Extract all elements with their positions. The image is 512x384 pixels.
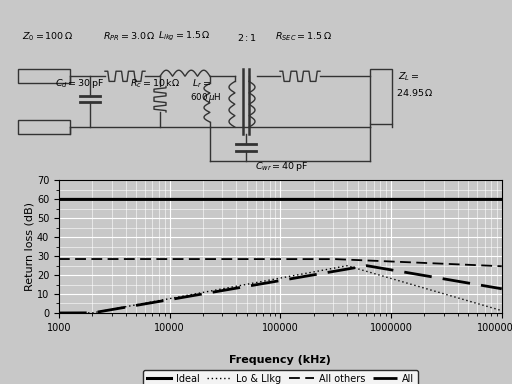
All	[133, 303, 139, 308]
Line: All others: All others	[59, 259, 502, 266]
Ideal	[245, 197, 251, 202]
All others	[56, 257, 62, 262]
Ideal	[442, 197, 449, 202]
Lo & Llkg	[226, 285, 232, 290]
Text: $L_r =$: $L_r =$	[192, 77, 211, 89]
Lo & Llkg	[56, 311, 62, 315]
Lo & Llkg	[245, 282, 251, 286]
All	[499, 286, 505, 291]
Lo & Llkg	[442, 292, 449, 296]
Bar	[18, 120, 70, 134]
Ideal	[106, 197, 113, 202]
Lo & Llkg	[490, 306, 496, 310]
Lo & Llkg	[106, 308, 113, 312]
All	[56, 311, 62, 315]
All others	[490, 263, 496, 268]
Ideal	[499, 197, 505, 202]
Y-axis label: Return loss (dB): Return loss (dB)	[24, 202, 34, 291]
Ideal	[56, 197, 62, 202]
All others	[499, 264, 505, 268]
All others	[442, 262, 449, 266]
Text: $C_{wr} = 40\,\mathrm{pF}$: $C_{wr} = 40\,\mathrm{pF}$	[255, 160, 308, 173]
Ideal	[490, 197, 496, 202]
Lo & Llkg	[133, 303, 139, 307]
Bar	[370, 69, 392, 124]
Legend: Ideal, Lo & Llkg, All others, All: Ideal, Lo & Llkg, All others, All	[143, 370, 418, 384]
Text: $Z_0 = 100\,\Omega$: $Z_0 = 100\,\Omega$	[22, 30, 73, 43]
All	[245, 284, 251, 288]
Text: $24.95\,\Omega$: $24.95\,\Omega$	[396, 87, 434, 98]
All	[442, 277, 449, 281]
All	[106, 308, 113, 312]
Text: $L_{lkg} = 1.5\,\Omega$: $L_{lkg} = 1.5\,\Omega$	[158, 30, 210, 43]
Text: $2:1$: $2:1$	[237, 32, 257, 43]
Text: $600\,\mu\mathrm{H}$: $600\,\mu\mathrm{H}$	[190, 91, 221, 104]
Lo & Llkg	[344, 263, 350, 268]
All others	[133, 257, 139, 262]
Bar	[18, 69, 70, 83]
X-axis label: Frequency (kHz): Frequency (kHz)	[229, 355, 331, 365]
All others	[245, 257, 251, 262]
All others	[106, 257, 113, 262]
Text: $C_d = 30\,\mathrm{pF}$: $C_d = 30\,\mathrm{pF}$	[55, 76, 104, 89]
All others	[226, 257, 232, 262]
Text: $R_c = 10\,\mathrm{k}\Omega$: $R_c = 10\,\mathrm{k}\Omega$	[130, 77, 180, 89]
Text: $R_{PR} = 3.0\,\Omega$: $R_{PR} = 3.0\,\Omega$	[103, 30, 156, 43]
All	[364, 263, 370, 268]
Line: All: All	[59, 266, 502, 313]
Lo & Llkg	[499, 308, 505, 313]
Ideal	[133, 197, 139, 202]
Text: $Z_L =$: $Z_L =$	[398, 71, 419, 83]
Text: $R_{SEC} = 1.5\,\Omega$: $R_{SEC} = 1.5\,\Omega$	[275, 30, 332, 43]
All	[490, 285, 496, 290]
All	[226, 287, 232, 292]
Ideal	[226, 197, 232, 202]
Line: Lo & Llkg: Lo & Llkg	[59, 266, 502, 313]
